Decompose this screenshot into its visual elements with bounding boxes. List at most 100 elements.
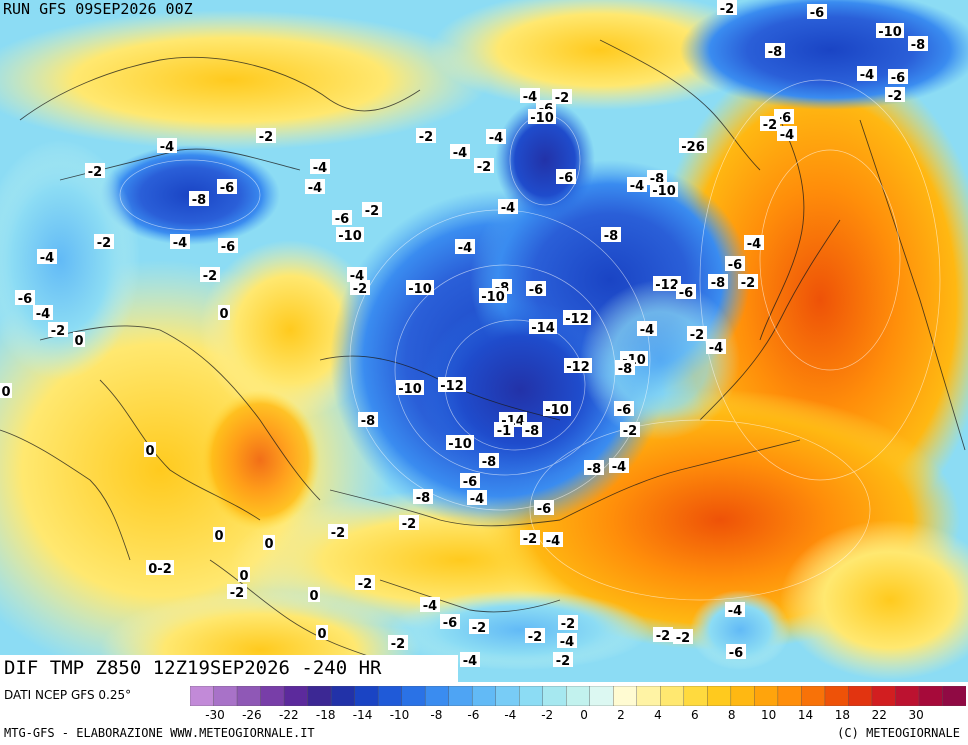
isotherm-label: -4 [37, 249, 57, 266]
isotherm-label: -6 [676, 284, 696, 301]
isotherm-label: -8 [584, 460, 604, 477]
svg-text:-4: -4 [709, 341, 723, 356]
isotherm-label: -10 [876, 23, 904, 40]
svg-text:-4: -4 [463, 654, 477, 669]
svg-text:-14: -14 [531, 321, 555, 336]
svg-text:-2: -2 [259, 130, 273, 145]
isotherm-label: -8 [765, 43, 785, 60]
svg-text:-6: -6 [221, 240, 235, 255]
svg-text:-2: -2 [203, 269, 217, 284]
color-swatch [636, 686, 662, 706]
svg-text:0: 0 [1, 385, 10, 400]
isotherm-label: -4 [609, 458, 629, 475]
color-scale-tick: 4 [654, 708, 662, 722]
svg-text:0: 0 [239, 569, 248, 584]
color-scale-tick: -6 [467, 708, 480, 722]
svg-text:-6: -6 [891, 71, 905, 86]
svg-text:-8: -8 [618, 362, 632, 377]
isotherm-label: -6 [888, 69, 908, 86]
title-bar: DIF TMP Z850 12Z19SEP2026 -240 HR [0, 655, 458, 682]
map-title: DIF TMP Z850 12Z19SEP2026 -240 HR [4, 657, 382, 679]
color-swatch [330, 686, 356, 706]
svg-text:-8: -8 [587, 462, 601, 477]
isotherm-label: -10 [650, 182, 678, 199]
isotherm-label: 0 [263, 535, 275, 552]
isotherm-label: -2 [553, 652, 573, 669]
legend-panel: DATI NCEP GFS 0.25° -30 -26 -22 -18 -14 -10 -8… [0, 682, 968, 745]
svg-text:-4: -4 [780, 128, 794, 143]
color-scale-tick: 6 [690, 708, 699, 722]
isotherm-label: -14 [529, 319, 557, 336]
svg-text:-8: -8 [768, 45, 782, 60]
color-scale-bar [190, 686, 966, 706]
svg-text:0: 0 [317, 627, 326, 642]
color-swatch [283, 686, 309, 706]
svg-text:-2: -2 [472, 621, 486, 636]
color-swatch [566, 686, 591, 706]
isotherm-label: -4 [157, 138, 177, 155]
svg-text:0: 0 [264, 537, 273, 552]
isotherm-label: -6 [526, 281, 546, 298]
color-swatch [895, 686, 920, 706]
isotherm-label: -2 [94, 234, 114, 251]
svg-text:-8: -8 [604, 229, 618, 244]
svg-text:-12: -12 [440, 379, 464, 394]
color-swatch [401, 686, 426, 706]
isotherm-label: -4 [725, 602, 745, 619]
svg-text:-2: -2 [528, 630, 542, 645]
svg-text:-2: -2 [477, 160, 491, 175]
isotherm-label: -10 [543, 401, 571, 418]
svg-text:-12: -12 [566, 360, 590, 375]
color-scale-tick: -18 [315, 708, 336, 722]
isotherm-label: -4 [857, 66, 877, 83]
isotherm-label: -4 [777, 126, 797, 143]
color-swatch [613, 686, 638, 706]
svg-text:-1: -1 [497, 424, 511, 439]
svg-text:0: 0 [145, 444, 154, 459]
isotherm-label: -4 [486, 129, 506, 146]
isotherm-label: -8 [601, 227, 621, 244]
isotherm-label: -4 [170, 234, 190, 251]
svg-text:-6: -6 [463, 475, 477, 490]
isotherm-label: -6 [460, 473, 480, 490]
isotherm-label: -8 [479, 453, 499, 470]
isotherm-label: -2 [653, 627, 673, 644]
svg-text:-4: -4 [747, 237, 761, 252]
color-swatch [848, 686, 873, 706]
svg-text:-4: -4 [501, 201, 515, 216]
isotherm-label: 0 [213, 527, 225, 544]
isotherm-label: -2 [399, 515, 419, 532]
color-scale-tick: -4 [504, 708, 517, 722]
isotherm-label: -12 [653, 276, 681, 293]
color-scale-tick: -22 [278, 708, 299, 722]
svg-text:-4: -4 [546, 534, 560, 549]
svg-text:-4: -4 [160, 140, 174, 155]
isotherm-label: -26 [679, 138, 707, 155]
svg-text:-6: -6 [777, 111, 791, 126]
svg-text:-10: -10 [481, 290, 505, 305]
svg-text:0: 0 [309, 589, 318, 604]
color-swatch [236, 686, 262, 706]
svg-text:-8: -8 [911, 38, 925, 53]
svg-text:-6: -6 [810, 6, 824, 21]
isotherm-label: -6 [726, 644, 746, 661]
isotherm-label: -4 [455, 239, 475, 256]
isotherm-label: -6 [614, 401, 634, 418]
isotherm-label: -2 [717, 0, 737, 17]
color-scale-tick: 22 [871, 708, 887, 722]
color-swatch [213, 686, 238, 706]
isotherm-label: -2 [738, 274, 758, 291]
svg-text:-10: -10 [338, 229, 362, 244]
svg-text:-10: -10 [448, 437, 472, 452]
color-scale-tick: 8 [727, 708, 736, 722]
isotherm-label: -8 [908, 36, 928, 53]
isotherm-label: -6 [217, 179, 237, 196]
color-swatch [801, 686, 826, 706]
isotherm-label: -2 [558, 615, 578, 632]
svg-text:-8: -8 [192, 193, 206, 208]
svg-text:0-2: 0-2 [148, 562, 172, 577]
isotherm-label: -6 [725, 256, 745, 273]
isotherm-label: -2 [227, 584, 247, 601]
isotherm-label: -6 [556, 169, 576, 186]
isotherm-label: -4 [706, 339, 726, 356]
